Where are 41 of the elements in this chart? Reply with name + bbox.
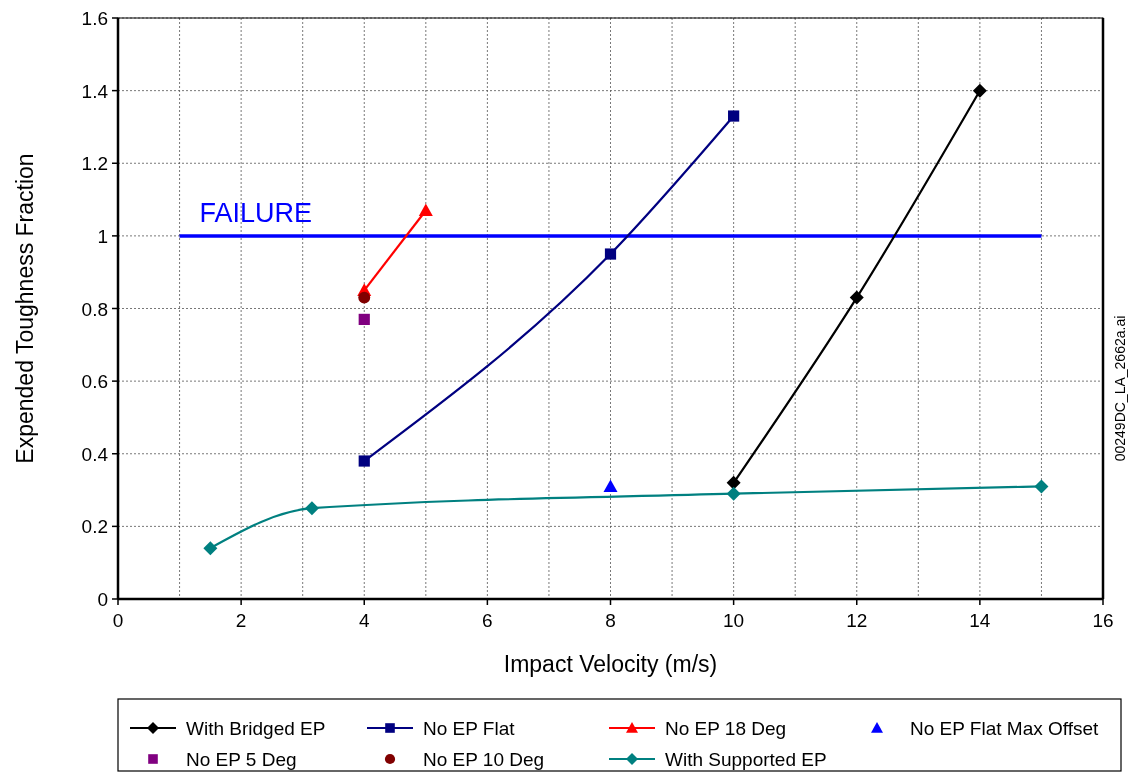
- legend-label: No EP Flat: [423, 718, 516, 739]
- y-tick-label: 1.6: [81, 8, 108, 29]
- y-tick-label: 0.6: [81, 371, 108, 393]
- text: 00249DC_LA_2662a.ai: [1112, 315, 1128, 462]
- y-tick-label: 1.2: [81, 153, 108, 175]
- legend-label: No EP 5 Deg: [186, 749, 297, 770]
- point: [849, 290, 864, 305]
- legend-label: No EP 18 Deg: [665, 718, 787, 739]
- x-tick-label: 10: [723, 610, 745, 631]
- x-tick-label: 2: [235, 610, 247, 631]
- y-tick-label: 0.2: [81, 516, 108, 538]
- x-tick-label: 4: [358, 610, 370, 631]
- legend-label: No EP 10 Deg: [423, 749, 545, 770]
- legend-label: No EP Flat Max Offset: [910, 718, 1100, 739]
- legend-label: With Supported EP: [665, 749, 827, 770]
- ref-line-label: FAILURE: [199, 197, 313, 228]
- point: [726, 486, 741, 501]
- x-axis-title: Impact Velocity (m/s): [503, 651, 718, 677]
- point: [304, 501, 319, 516]
- y-tick-label: 0.8: [81, 298, 108, 320]
- y-tick-label: 1.4: [81, 80, 109, 102]
- point: [1034, 479, 1049, 494]
- point: [604, 248, 617, 260]
- x-tick-label: 12: [846, 610, 868, 631]
- y-tick-label: 1: [97, 225, 108, 247]
- x-tick-label: 0: [112, 610, 124, 631]
- x-tick-label: 6: [482, 610, 493, 631]
- x-tick-label: 14: [969, 610, 991, 631]
- point: [728, 110, 740, 122]
- x-tick-label: 8: [605, 610, 616, 631]
- y-axis-title: Expended Toughness Fraction: [12, 153, 38, 464]
- y-tick-label: 0.4: [81, 443, 109, 465]
- x-tick-label: 16: [1092, 610, 1114, 631]
- y-tick-label: 0: [97, 589, 108, 610]
- point: [726, 475, 741, 490]
- point: [603, 479, 618, 493]
- point: [358, 313, 370, 325]
- legend-label: With Bridged EP: [186, 718, 326, 739]
- point: [203, 541, 218, 556]
- point: [972, 83, 987, 98]
- point: [358, 455, 370, 467]
